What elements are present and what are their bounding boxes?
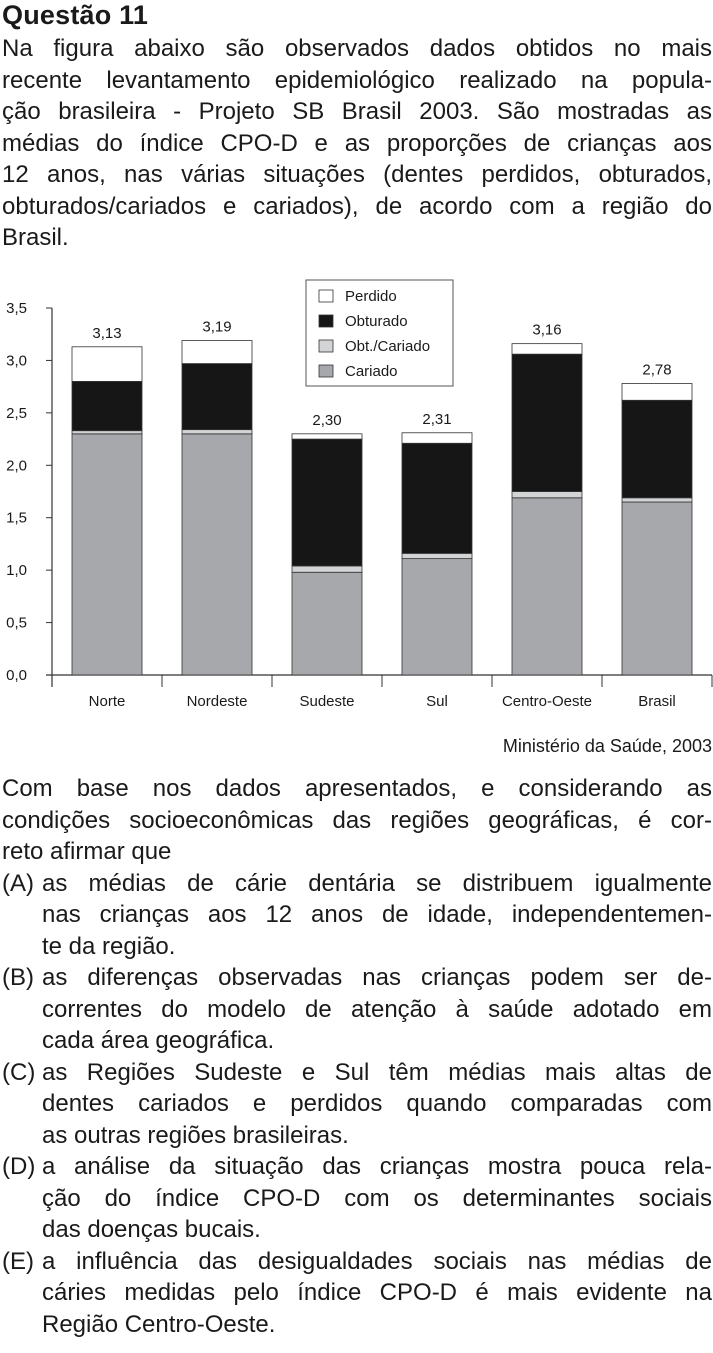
bar-segment: [181, 363, 253, 431]
option-line: correntes do modelo de atenção à saúde a…: [42, 995, 712, 1023]
question-line: condições socioeconômicas das regiões ge…: [2, 806, 712, 834]
option-line: te da região.: [42, 932, 176, 960]
bar-segment: [621, 383, 693, 401]
intro-paragraph: Na figura abaixo são observados dados ob…: [2, 33, 712, 254]
bar-segment: [621, 501, 693, 676]
option-line: Região Centro-Oeste.: [42, 1310, 276, 1338]
legend-swatch: [318, 289, 334, 303]
cpo-d-stacked-bar-chart: 0,0 0,5 1,0 1,5 2,0 2,5 3,0 3,5 3,13 Norte 3,19 Nor…: [6, 279, 713, 710]
option-line: cada área geográfica.: [42, 1027, 275, 1054]
intro-line: 12 anos, nas várias situações (dentes pe…: [2, 161, 712, 188]
y-tick-label: 2,0: [6, 457, 27, 474]
bar-segment: [511, 343, 583, 355]
bar-segment: [401, 552, 473, 560]
question-line: reto afirmar que: [2, 838, 172, 865]
option-letter: (E): [2, 1247, 34, 1275]
bar-segment: [71, 346, 143, 382]
bar-total-label: 2,31: [422, 411, 451, 428]
option-letter: (C): [2, 1058, 36, 1086]
bar-segment: [291, 571, 363, 676]
legend-swatch: [318, 364, 334, 378]
intro-line: ção brasileira - Projeto SB Brasil 2003.…: [2, 98, 712, 125]
intro-line: recente levantamento epidemiológico real…: [2, 66, 712, 94]
option-e[interactable]: (E) a influência das desigualdades socia…: [2, 1246, 712, 1341]
intro-line: obturados/cariados e cariados), de acord…: [2, 192, 712, 220]
bar-segment: [181, 433, 253, 676]
x-category-label: Sul: [426, 693, 448, 710]
source-caption: Ministério da Saúde, 2003: [502, 736, 712, 756]
bar-segment: [511, 491, 583, 499]
x-category-label: Brasil: [638, 693, 676, 710]
legend-label: Obt./Cariado: [345, 338, 430, 355]
intro-line: Na figura abaixo são observados dados ob…: [2, 35, 712, 62]
bar-segment: [71, 430, 143, 435]
bar-segment: [71, 381, 143, 432]
option-line: as médias de cárie dentária se distribue…: [42, 869, 712, 897]
y-tick-label: 1,5: [6, 510, 27, 527]
legend-label: Obturado: [345, 313, 408, 330]
bar-total-label: 2,30: [312, 412, 341, 429]
bar-segment: [291, 565, 363, 573]
legend-swatch: [318, 314, 334, 328]
option-line: as diferenças observadas nas crianças po…: [42, 964, 712, 991]
bar-total-label: 2,78: [642, 361, 671, 378]
x-category-label: Nordeste: [187, 693, 248, 710]
bar-segment: [621, 497, 693, 503]
bar-segment: [181, 340, 253, 364]
bar-segment: [71, 433, 143, 676]
option-line: ção do índice CPO-D com os determinantes…: [42, 1184, 712, 1212]
bar-segment: [181, 429, 253, 435]
option-b[interactable]: (B) as diferenças observadas nas criança…: [2, 962, 712, 1057]
option-letter: (B): [2, 964, 34, 991]
option-a[interactable]: (A) as médias de cárie dentária se distr…: [2, 868, 712, 963]
bar-segment: [291, 433, 363, 440]
y-tick-label: 0,5: [6, 615, 27, 632]
x-category-label: Norte: [89, 693, 126, 710]
option-line: a influência das desigualdades sociais n…: [42, 1247, 712, 1275]
bar-segment: [621, 399, 693, 499]
bar-total-label: 3,19: [202, 319, 231, 336]
option-line: cáries medidas pelo índice CPO-D é mais …: [42, 1279, 712, 1306]
option-c[interactable]: (C) as Regiões Sudeste e Sul têm médias …: [2, 1057, 712, 1152]
y-tick-label: 2,5: [6, 405, 27, 422]
y-tick-label: 3,5: [6, 300, 27, 317]
bar-segment: [401, 442, 473, 554]
option-line: a análise da situação das crianças mostr…: [42, 1153, 712, 1180]
bar-segment: [511, 353, 583, 492]
option-line: nas crianças aos 12 anos de idade, indep…: [42, 901, 712, 928]
legend-label: Perdido: [345, 288, 397, 305]
x-category-label: Centro-Oeste: [502, 693, 592, 710]
bar-segment: [401, 558, 473, 676]
option-line: as Regiões Sudeste e Sul têm médias mais…: [42, 1058, 712, 1086]
bar-segment: [291, 438, 363, 567]
option-d[interactable]: (D) a análise da situação das crianças m…: [2, 1151, 712, 1246]
y-tick-label: 3,0: [6, 352, 27, 369]
y-tick-label: 1,0: [6, 562, 27, 579]
intro-line: Brasil.: [2, 224, 69, 251]
x-category-label: Sudeste: [299, 693, 354, 710]
legend-swatch: [318, 339, 334, 353]
option-line: as outras regiões brasileiras.: [42, 1121, 349, 1149]
y-tick-label: 0,0: [6, 667, 27, 684]
bar-total-label: 3,16: [532, 322, 561, 339]
bar-segment: [511, 497, 583, 676]
question-line: Com base nos dados apresentados, e consi…: [2, 775, 712, 802]
intro-line: médias do índice CPO-D e as proporções d…: [2, 129, 712, 157]
question-title: Questão 11: [2, 0, 149, 30]
option-line: das doenças bucais.: [42, 1216, 261, 1243]
option-line: dentes cariados e perdidos quando compar…: [42, 1090, 712, 1117]
bar-segment: [401, 432, 473, 444]
bar-total-label: 3,13: [92, 325, 121, 342]
question-block: Com base nos dados apresentados, e consi…: [2, 773, 712, 1340]
option-letter: (A): [2, 869, 34, 897]
legend-label: Cariado: [345, 363, 398, 380]
option-letter: (D): [2, 1153, 36, 1180]
